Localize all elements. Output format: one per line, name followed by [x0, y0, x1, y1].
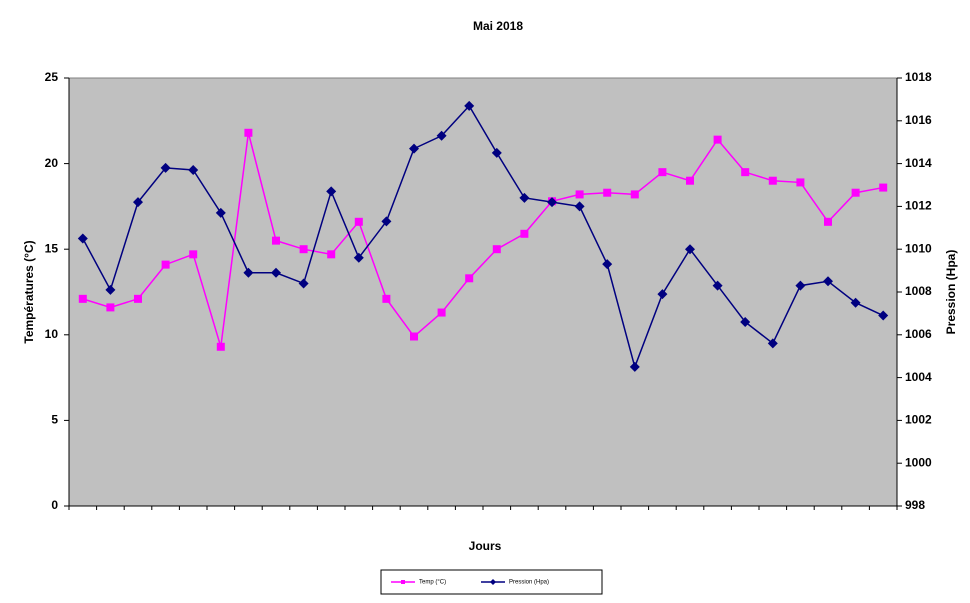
data-point — [382, 294, 391, 303]
data-point — [519, 192, 530, 203]
data-point — [547, 197, 557, 208]
y2-tick-label: 1010 — [905, 241, 932, 255]
data-point — [879, 183, 888, 192]
data-point — [796, 178, 805, 187]
series-line — [82, 132, 884, 347]
y2-tick-label: 1014 — [905, 156, 932, 170]
data-point — [106, 303, 115, 312]
series-line — [82, 104, 884, 370]
data-point — [658, 168, 667, 177]
data-point — [298, 278, 309, 289]
data-point — [713, 135, 722, 144]
data-point — [134, 294, 142, 303]
data-point — [243, 267, 254, 278]
data-point — [189, 250, 198, 259]
y2-tick-label: 1002 — [905, 413, 932, 427]
data-point — [299, 245, 308, 254]
y-tick-label: 20 — [45, 156, 59, 170]
data-point — [767, 338, 778, 349]
data-point — [381, 216, 392, 227]
y2-tick-label: 1004 — [905, 370, 932, 384]
data-point — [686, 176, 694, 185]
y2-axis-title: Pression (Hpa) — [944, 250, 958, 335]
data-point — [712, 280, 723, 291]
data-point — [188, 165, 199, 176]
y-tick-label: 25 — [45, 70, 59, 84]
data-point — [657, 289, 668, 300]
y2-tick-label: 1008 — [905, 284, 932, 298]
data-point — [409, 143, 419, 154]
y-axis-title: Températures (°C) — [22, 240, 36, 343]
data-point — [133, 197, 143, 208]
y-tick-label: 15 — [45, 241, 59, 255]
chart-title: Mai 2018 — [473, 19, 523, 33]
data-point — [603, 188, 612, 197]
legend-label: Pression (Hpa) — [509, 580, 549, 586]
data-point — [741, 168, 750, 177]
data-point — [685, 244, 695, 255]
y2-tick-label: 998 — [905, 498, 925, 512]
legend-marker — [490, 579, 496, 585]
data-point — [768, 176, 777, 185]
data-point — [602, 259, 613, 270]
data-point — [491, 147, 502, 158]
data-point — [851, 188, 860, 197]
x-axis-title: Jours — [469, 539, 502, 553]
data-point — [77, 233, 88, 244]
legend-marker — [401, 580, 405, 584]
data-point — [850, 297, 861, 308]
data-point — [326, 186, 337, 197]
data-point — [78, 294, 87, 303]
data-point — [795, 280, 806, 291]
y2-tick-label: 1012 — [905, 199, 932, 213]
data-point — [436, 130, 447, 141]
y2-tick-label: 1006 — [905, 327, 932, 341]
data-point — [160, 162, 171, 173]
data-point — [271, 267, 281, 278]
data-point — [740, 316, 751, 327]
y-tick-label: 5 — [51, 413, 58, 427]
data-point — [824, 217, 832, 226]
data-point — [574, 201, 585, 212]
data-point — [216, 342, 225, 351]
data-point — [327, 250, 336, 259]
data-point — [575, 190, 584, 199]
data-point — [464, 100, 475, 111]
data-point — [492, 245, 501, 254]
data-point — [353, 252, 364, 263]
data-point — [215, 207, 226, 218]
data-point — [354, 217, 363, 226]
data-point — [244, 128, 253, 137]
data-point — [630, 190, 639, 199]
data-point — [272, 236, 280, 245]
data-point — [629, 361, 640, 372]
y2-tick-label: 1018 — [905, 70, 932, 84]
data-point — [823, 276, 833, 287]
y-tick-label: 10 — [45, 327, 59, 341]
data-point — [105, 284, 116, 295]
data-point — [437, 308, 446, 317]
y2-tick-label: 1016 — [905, 113, 932, 127]
data-point — [161, 260, 170, 269]
y-tick-label: 0 — [51, 498, 58, 512]
data-point — [520, 229, 529, 238]
y2-tick-label: 1000 — [905, 455, 932, 469]
data-point — [410, 332, 418, 341]
legend-label: Temp (°C) — [419, 580, 446, 586]
data-point — [465, 274, 474, 283]
data-point — [878, 310, 889, 321]
plot-area — [68, 77, 898, 507]
